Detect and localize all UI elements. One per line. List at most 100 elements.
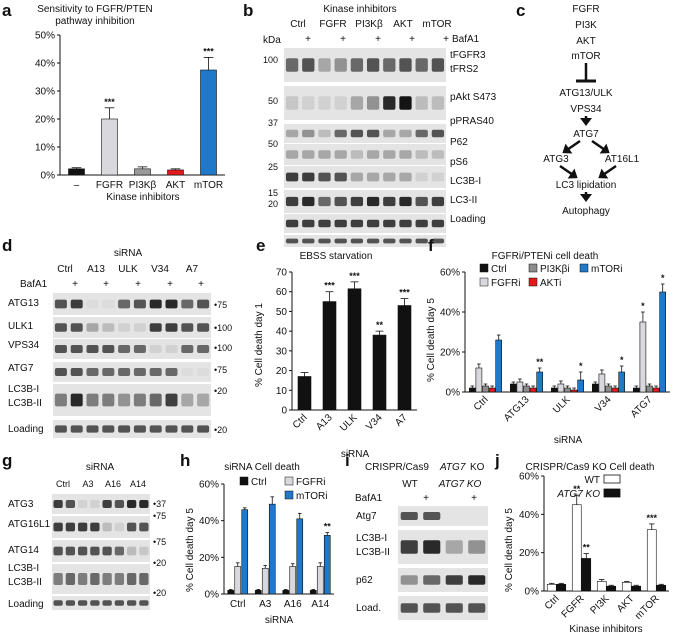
blot-row-label: tFGFR3 [450, 50, 486, 61]
bar [488, 387, 496, 393]
bafa1-label: BafA1 [20, 279, 48, 290]
blot-row-label: LC3B-I [356, 533, 387, 544]
x-tick-label: A13 [314, 412, 335, 433]
blot-band [431, 96, 445, 110]
blot-band [181, 368, 194, 376]
panel-e-ylabel: % Cell death day 1 [254, 303, 265, 387]
blot-band [165, 345, 178, 353]
significance-label: ** [324, 522, 332, 532]
blot-row-label: ATG14 [8, 545, 39, 556]
mw-marker: •75 [153, 537, 166, 547]
panel-f-chart: 0%20%40%60%Ctrl ATG13**ULK*V34*ATG7** [440, 268, 670, 424]
blot-band [149, 425, 162, 433]
bar [639, 321, 647, 393]
blot-band [133, 345, 146, 353]
x-tick-label: A14 [311, 599, 329, 610]
blot-band [53, 546, 63, 556]
blot-row-label: Load. [356, 603, 381, 614]
blot-band [318, 58, 331, 72]
blot-band [181, 393, 194, 407]
bar [596, 581, 607, 592]
blot-band [415, 172, 428, 182]
blot-band [54, 425, 67, 433]
blot-band [114, 573, 125, 585]
blot-band [318, 96, 331, 110]
blot-band [399, 238, 412, 244]
y-tick-label: 40 [276, 327, 288, 338]
mw-marker: 100 [263, 55, 278, 65]
blot-band [65, 500, 76, 508]
x-tick-label: PI3Kβ [129, 180, 157, 191]
blot-band [350, 238, 364, 244]
blot-band [431, 129, 445, 138]
bar [529, 387, 537, 393]
blot-band [70, 345, 83, 353]
panel-i-title: ATG7 [439, 462, 466, 473]
blot-band [70, 425, 83, 433]
arrow-head [599, 143, 610, 154]
legend-swatch [603, 474, 621, 484]
blot-band [90, 500, 100, 508]
lane-group-label: A13 [87, 264, 105, 275]
blot-band [366, 238, 380, 244]
y-tick-label: 60% [199, 480, 219, 491]
lane-group-label: AKT [393, 19, 412, 30]
bar [167, 169, 184, 176]
blot-band [197, 393, 210, 407]
bar [227, 590, 235, 595]
mw-marker: •20 [153, 558, 166, 568]
mw-marker: 20 [268, 199, 278, 209]
blot-row-label: Loading [450, 214, 486, 225]
blot-band [139, 600, 149, 606]
panel-d: siRNA Ctrl A13 ULK V34 A7 BafA1 + + + + + ATG13 ULK1 V… [8, 248, 232, 438]
panel-h-legend: Ctrl FGFRi mTORi [239, 476, 327, 502]
blot-band [165, 368, 178, 376]
blot-band [383, 96, 396, 110]
pathway-node: AKT [576, 36, 595, 47]
bar [591, 383, 599, 393]
blot-band [77, 573, 88, 585]
bar [571, 504, 582, 592]
blot-band [118, 345, 131, 353]
x-tick-label: ULK [338, 412, 360, 434]
x-tick-label: ATG13 [502, 394, 532, 424]
blot-strip [53, 339, 211, 359]
y-tick-label: 10 [276, 386, 288, 397]
pathway-node: LC3 lipidation [556, 180, 617, 191]
mw-marker: •75 [153, 511, 166, 521]
bar [268, 503, 276, 595]
blot-band [350, 219, 364, 228]
blot-band [334, 172, 347, 182]
y-tick-label: 60 [276, 287, 288, 298]
panel-letter: j [494, 451, 500, 470]
blot-band [149, 299, 162, 309]
blot-band [90, 546, 100, 556]
blot-band [400, 603, 418, 613]
significance-label: *** [349, 271, 360, 281]
y-tick-label: 0% [41, 171, 56, 182]
blot-band [118, 299, 131, 309]
blot-band [86, 345, 99, 353]
blot-strip [53, 420, 211, 438]
blot-band [285, 96, 299, 110]
bar [101, 118, 118, 176]
lane-group-label: Ctrl [56, 479, 70, 489]
y-tick-label: 50% [35, 31, 55, 42]
blot-band [181, 425, 194, 433]
bar [322, 301, 337, 411]
bar [656, 584, 667, 592]
legend-swatch [603, 488, 621, 498]
blot-band [350, 172, 364, 182]
blot-band [468, 540, 486, 554]
significance-label: ** [536, 357, 544, 367]
blot-band [431, 238, 445, 244]
legend-label: Ctrl [251, 477, 267, 488]
bar [621, 582, 632, 592]
bar [289, 566, 297, 595]
y-tick-label: 20 [276, 366, 288, 377]
blot-band [149, 368, 162, 376]
bar [468, 387, 476, 393]
blot-band [118, 368, 131, 376]
blot-strip [52, 494, 150, 514]
